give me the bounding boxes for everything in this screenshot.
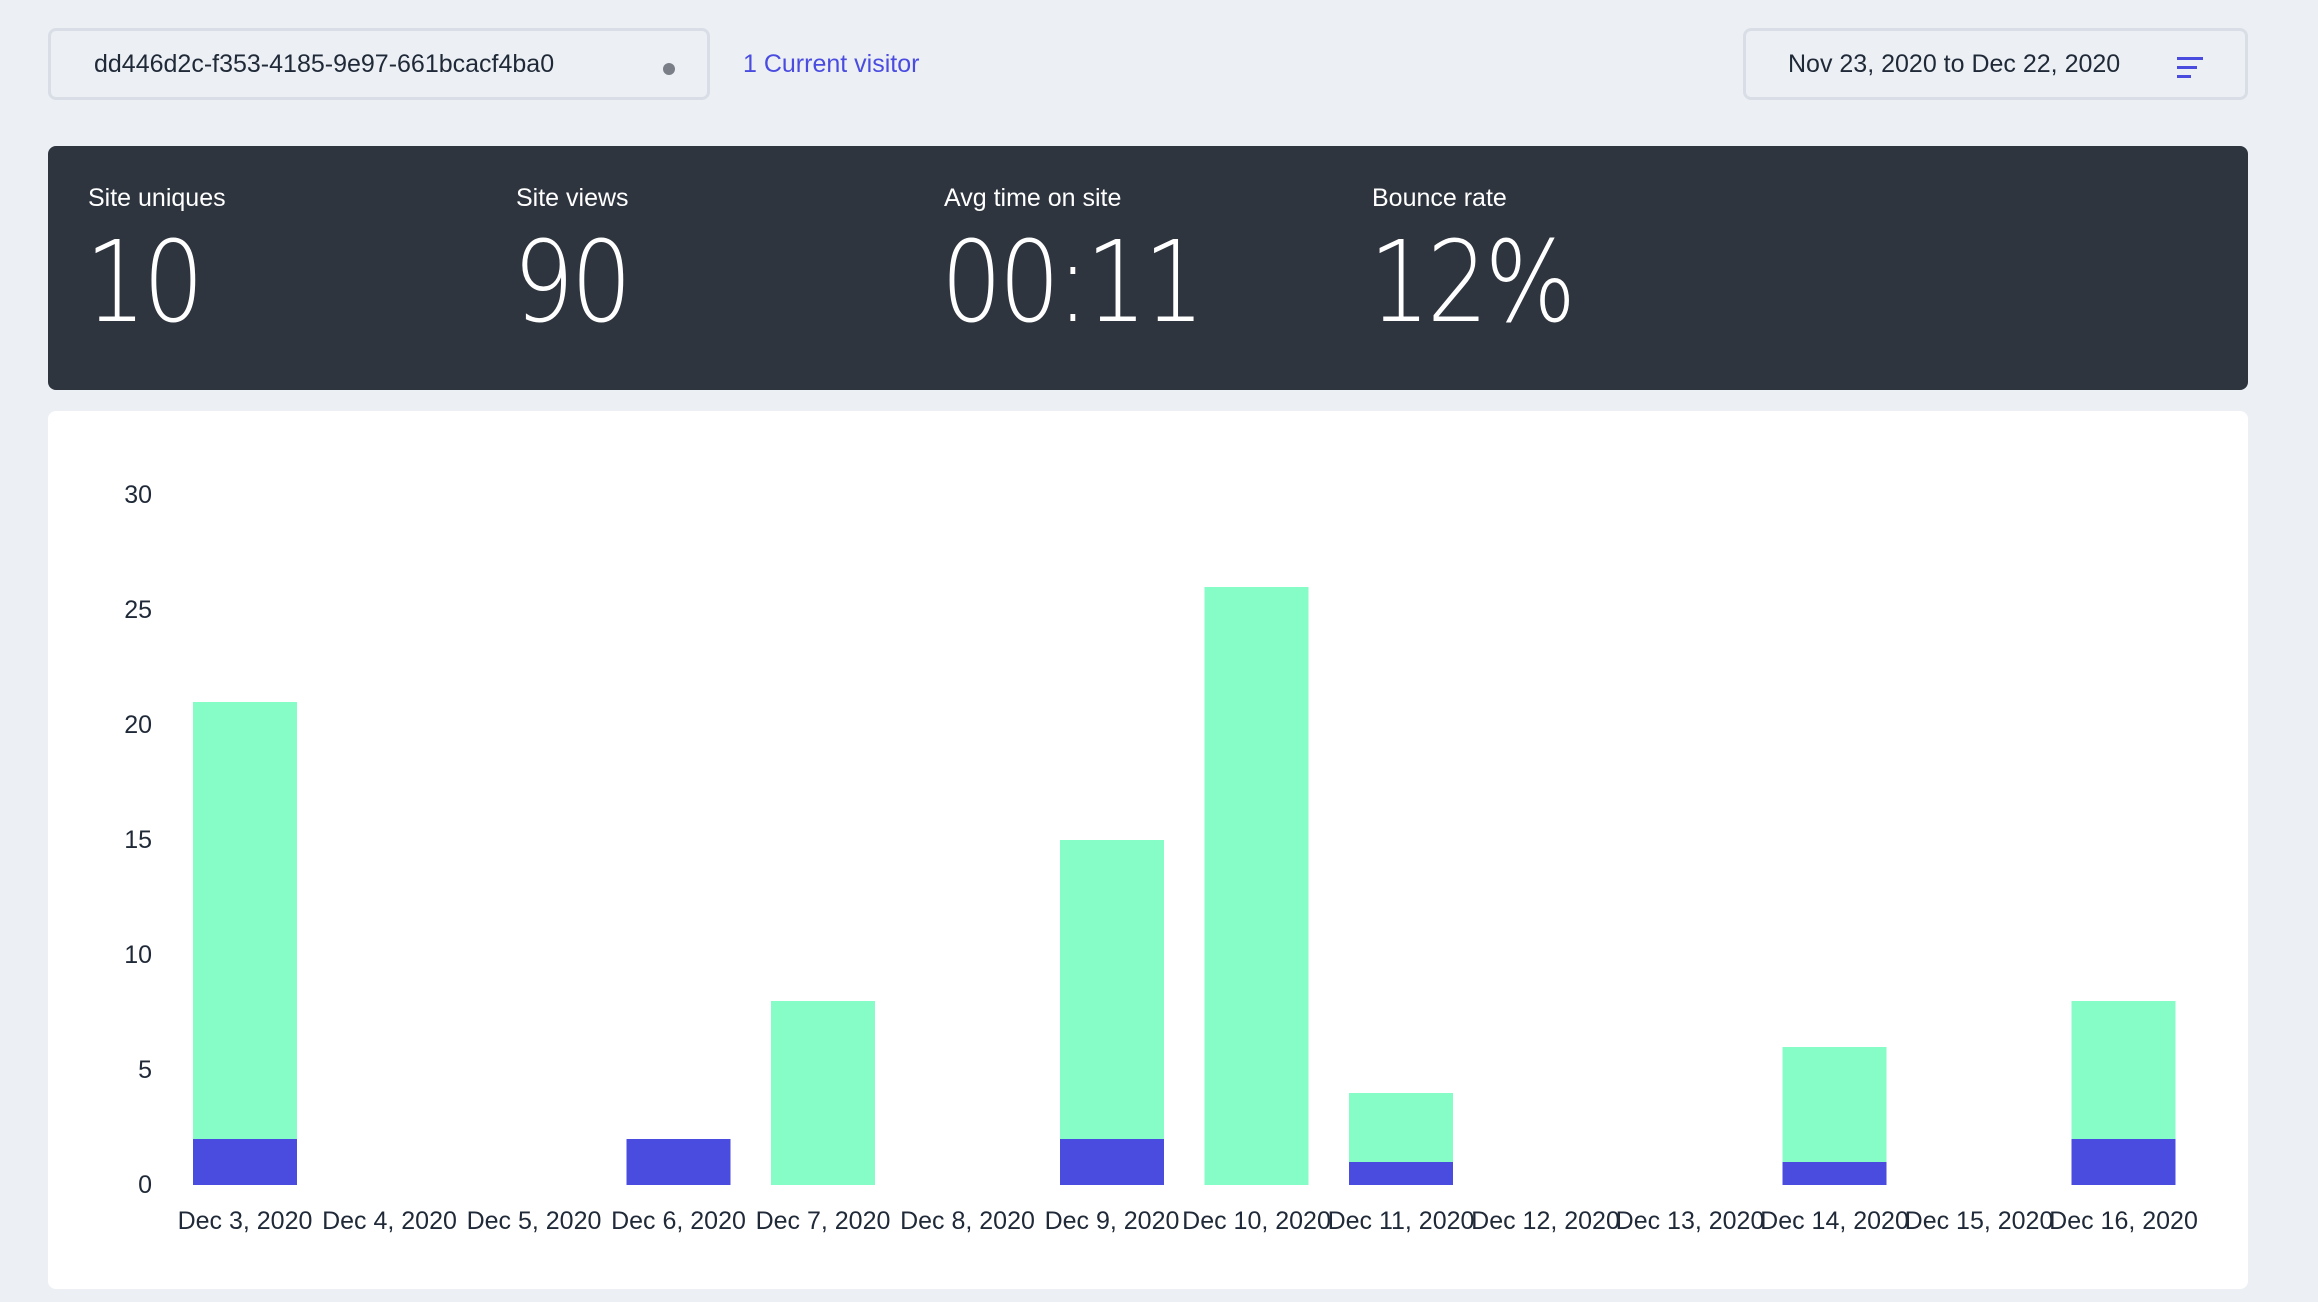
y-tick-label: 5 [138, 1056, 152, 1084]
y-tick-label: 10 [124, 941, 152, 969]
x-tick-label: Dec 12, 2020 [1471, 1207, 1620, 1235]
stat-label: Avg time on site [944, 184, 1122, 212]
bar-segment-views [1060, 840, 1164, 1139]
y-tick-label: 30 [124, 481, 152, 509]
x-tick-label: Dec 3, 2020 [178, 1207, 313, 1235]
x-tick-label: Dec 15, 2020 [1905, 1207, 2054, 1235]
bar-segment-views [193, 702, 297, 1139]
stat-label: Site uniques [88, 184, 226, 212]
x-tick-label: Dec 9, 2020 [1045, 1207, 1180, 1235]
bar-segment-uniques [1782, 1162, 1887, 1185]
bar-segment-uniques [2071, 1139, 2176, 1185]
stat-label: Site views [516, 184, 629, 212]
x-tick-label: Dec 11, 2020 [1328, 1207, 1475, 1235]
stat-label: Bounce rate [1372, 184, 1507, 212]
y-tick-label: 0 [138, 1171, 152, 1199]
bar-segment-uniques [626, 1139, 731, 1185]
bar-segment-uniques [1060, 1139, 1164, 1185]
stat-value: 12% [1369, 218, 1576, 348]
date-range-text: Nov 23, 2020 to Dec 22, 2020 [1788, 49, 2121, 78]
x-tick-label: Dec 6, 2020 [611, 1207, 746, 1235]
menu-lines-icon [2177, 57, 2203, 79]
bar-segment-views [1782, 1047, 1887, 1162]
current-visitors-link[interactable]: 1 Current visitor [743, 49, 920, 78]
stats-panel: Site uniques 10 Site views 90 Avg time o… [48, 146, 2248, 390]
x-tick-label: Dec 8, 2020 [900, 1207, 1035, 1235]
x-tick-label: Dec 10, 2020 [1182, 1207, 1331, 1235]
bar-segment-views [2071, 1001, 2176, 1139]
bar-segment-views [1204, 587, 1309, 1185]
bar-segment-views [1349, 1093, 1453, 1162]
x-tick-label: Dec 4, 2020 [322, 1207, 457, 1235]
top-bar: dd446d2c-f353-4185-9e97-661bcacf4ba0 1 C… [48, 28, 2248, 104]
bar-segment-views [771, 1001, 875, 1185]
x-tick-label: Dec 13, 2020 [1616, 1207, 1765, 1235]
stat-value: 10 [85, 218, 204, 348]
y-tick-label: 25 [124, 596, 152, 624]
site-selector[interactable]: dd446d2c-f353-4185-9e97-661bcacf4ba0 [48, 28, 710, 100]
x-tick-label: Dec 14, 2020 [1760, 1207, 1909, 1235]
chart-card: 0 5 10 15 20 25 30 Dec 3, 2020 Dec 4, 2020 Dec 5,… [48, 411, 2248, 1289]
site-id-text: dd446d2c-f353-4185-9e97-661bcacf4ba0 [94, 49, 555, 78]
bar-chart: 0 5 10 15 20 25 30 Dec 3, 2020 Dec 4, 2020 Dec 5,… [124, 481, 2198, 1235]
x-tick-label: Dec 7, 2020 [756, 1207, 891, 1235]
x-tick-label: Dec 16, 2020 [2049, 1207, 2198, 1235]
bar-segment-uniques [193, 1139, 297, 1185]
stat-value: 90 [513, 218, 632, 348]
status-dot-icon [663, 63, 675, 75]
bar-segment-uniques [1349, 1162, 1453, 1185]
y-tick-label: 15 [124, 826, 152, 854]
y-tick-label: 20 [124, 711, 152, 739]
x-tick-label: Dec 5, 2020 [467, 1207, 602, 1235]
stat-value: 00:11 [941, 218, 1205, 348]
date-range-picker[interactable]: Nov 23, 2020 to Dec 22, 2020 [1743, 28, 2248, 100]
